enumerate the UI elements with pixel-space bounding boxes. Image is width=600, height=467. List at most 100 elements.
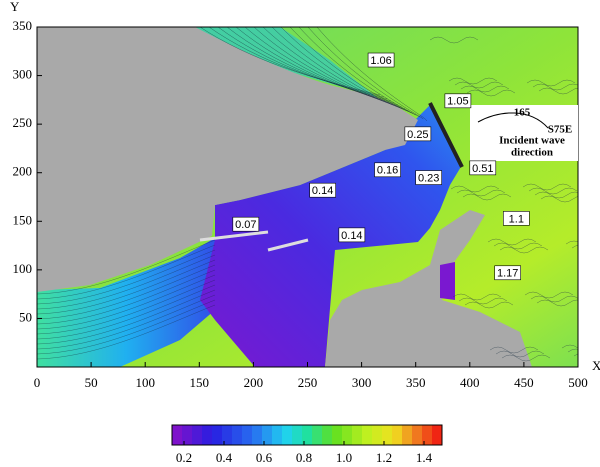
label-box [374, 162, 401, 178]
y-tick-label: 100 [13, 261, 33, 276]
colorbar-cell [362, 425, 373, 445]
wave-direction: S75E [548, 124, 572, 136]
contour-label: 1.17 [497, 268, 518, 280]
contour-lines [37, 27, 578, 362]
wave-note: 165 S75E Incident wave direction [470, 105, 578, 161]
contour-line [458, 297, 508, 305]
y-axis-label: Y [10, 0, 20, 14]
contour-line [499, 246, 549, 254]
colorbar-cell [232, 425, 243, 445]
contour-line [528, 187, 578, 195]
colorbar-tick-label: 0.4 [216, 450, 233, 465]
colorbar-tick-label: 1.0 [336, 450, 352, 465]
contour-label: 0.14 [341, 230, 362, 242]
contour-line [37, 249, 216, 305]
contour-line [429, 36, 479, 44]
colorbar-tick-label: 1.2 [376, 450, 392, 465]
x-tick-label: 300 [352, 375, 372, 390]
wave-label: Incident wave [499, 135, 565, 147]
colorbar-cell [292, 425, 303, 445]
x-tick-label: 400 [460, 375, 480, 390]
contour-line [532, 83, 578, 91]
colorbar-cell [172, 425, 183, 445]
contour-line [244, 27, 399, 106]
x-tick-label: 200 [244, 375, 264, 390]
contour-label: 0.25 [407, 129, 428, 141]
y-tick-label: 350 [13, 18, 33, 33]
colorbar-cell [252, 425, 263, 445]
colorbar-tick-label: 1.4 [416, 450, 433, 465]
contour-label: 1.06 [370, 55, 391, 67]
colorbar-cell [192, 425, 203, 445]
contour-line [208, 27, 384, 98]
contour-line [526, 79, 576, 87]
contour-line [561, 344, 578, 349]
contour-line [462, 193, 512, 201]
contour-line [37, 254, 216, 310]
pier [267, 238, 309, 252]
contour-line [307, 27, 424, 120]
x-tick-label: 50 [85, 375, 98, 390]
y-tick-label: 250 [13, 115, 33, 130]
contour-line [199, 27, 381, 96]
label-box [404, 126, 432, 142]
colorbar-cell [372, 425, 383, 445]
contour-line [522, 183, 572, 191]
colorbar-cell [422, 425, 433, 445]
contour-label: 0.14 [312, 185, 333, 197]
x-tick-label: 250 [298, 375, 318, 390]
contour-line [37, 284, 216, 340]
y-tick-label: 300 [13, 67, 33, 82]
contour-line [534, 191, 578, 199]
contour-line [298, 27, 420, 118]
wave-angle: 165 [514, 107, 531, 119]
colorbar-cell [322, 425, 333, 445]
x-tick-label: 350 [406, 375, 426, 390]
land [325, 210, 532, 367]
label-box [232, 216, 260, 232]
colorbar-cell [202, 425, 213, 445]
contour-line [493, 242, 543, 250]
contour-line [253, 27, 402, 108]
contour-line [37, 269, 216, 325]
contour-line [289, 27, 417, 116]
field [37, 27, 578, 367]
colorbar-cell [352, 425, 363, 445]
contour-line [37, 259, 216, 315]
colorbar-cell [312, 425, 323, 445]
colorbar-cell [242, 425, 253, 445]
colorbar-cell [302, 425, 313, 445]
pier [199, 230, 269, 242]
contour-line [466, 89, 516, 97]
colorbar-frame [171, 424, 443, 446]
colorbar-cell [382, 425, 393, 445]
contour-line [37, 304, 216, 360]
channel [37, 238, 215, 367]
contour-label: 1.1 [509, 213, 524, 225]
land [37, 27, 418, 292]
contour-line [575, 142, 578, 145]
contour-line [456, 189, 506, 197]
contour-line [450, 185, 500, 193]
contour-line [577, 251, 578, 252]
contour-line [316, 27, 428, 122]
contour-line [37, 239, 216, 295]
y-tick-label: 150 [13, 212, 33, 227]
colorbar-cell [282, 425, 293, 445]
contour-line [37, 294, 216, 350]
contour-line [524, 291, 574, 299]
label-box [415, 170, 442, 185]
x-axis-label: X [592, 358, 600, 373]
label-box [503, 211, 530, 226]
label-box [444, 93, 472, 109]
contour-label: 0.16 [377, 165, 398, 177]
colorbar-cell [212, 425, 223, 445]
contour-line [37, 279, 216, 335]
x-tick-label: 0 [34, 375, 41, 390]
colorbar-tick-label: 0.6 [256, 450, 273, 465]
basin [440, 262, 455, 300]
contour-line [37, 289, 216, 345]
wave-label: direction [511, 147, 553, 159]
colorbar-tick-label: 0.2 [176, 450, 192, 465]
